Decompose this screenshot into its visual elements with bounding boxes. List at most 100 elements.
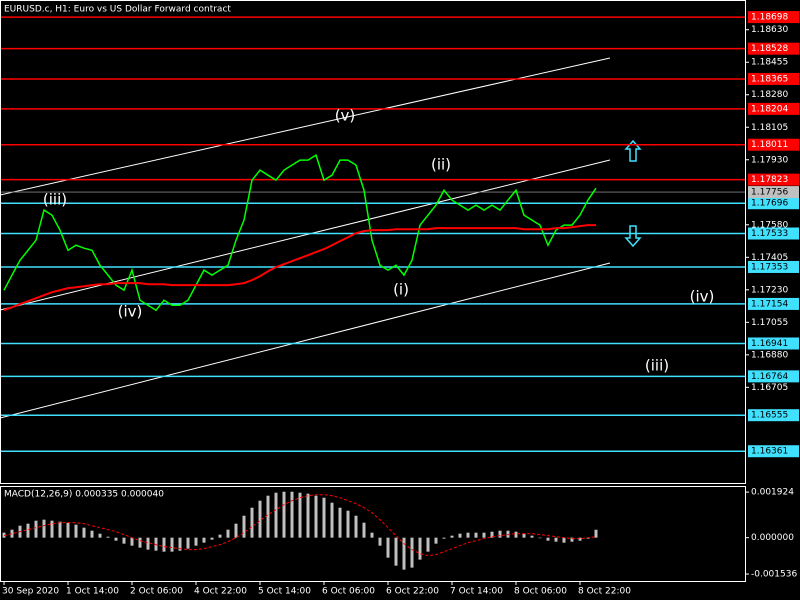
level-label: 1.17696 [751,199,788,209]
y-tick-label: 1.17230 [751,285,788,295]
wave-label: (iii) [645,357,669,375]
histogram-bar [210,537,214,540]
y-tick-label: 1.18105 [751,123,788,133]
plot-layer: 1.18630 1.18455 1.18280 1.18105 1.17930 1.175… [1,11,799,597]
histogram-bar [450,535,454,538]
level-label: 1.16764 [751,372,788,382]
y-tick-label: 1.18630 [751,25,788,35]
histogram-bar [594,529,598,538]
histogram-bar [530,535,534,538]
level-label: 1.16555 [751,411,788,421]
histogram-bar [138,537,142,548]
x-tick-label: 7 Oct 14:00 [450,587,503,597]
level-label-box [748,138,799,151]
histogram-bar [98,533,102,538]
histogram-bar [26,523,30,538]
level-label-box [748,102,799,115]
level-label-box [748,260,799,273]
histogram-bar [298,492,302,538]
x-tick-label: 8 Oct 06:00 [514,587,567,597]
histogram-bar [570,537,574,542]
level-label: 1.17353 [751,262,788,272]
histogram-bar [226,529,230,538]
x-tick-label: 4 Oct 22:00 [194,587,247,597]
x-tick-label: 1 Oct 14:00 [66,587,119,597]
histogram-bar [314,495,318,538]
level-label-box [748,11,799,24]
histogram-bar [426,537,430,552]
last-price-label: 1.17756 [751,188,788,198]
level-label: 1.18698 [751,13,788,23]
x-tick-label: 30 Sep 2020 [2,587,59,597]
down-arrow [624,225,642,248]
histogram-bar [410,537,414,568]
x-tick-label: 2 Oct 06:00 [130,587,183,597]
x-tick-label: 6 Oct 06:00 [322,587,375,597]
level-label-box [748,42,799,55]
histogram-bar [514,531,518,538]
histogram-bar [290,491,294,538]
histogram-bar [170,537,174,552]
chart-title: EURUSD.c, H1: Euro vs US Dollar Forward … [4,5,231,15]
last-price-box [748,186,799,199]
histogram-bar [482,532,486,538]
histogram-bar [346,510,350,538]
histogram-bar [546,537,550,541]
histogram-bar [10,529,14,538]
price-line [3,153,597,312]
level-label: 1.16361 [751,447,788,457]
histogram-bar [370,532,374,538]
histogram-bar [194,537,198,546]
x-tick-label: 5 Oct 14:00 [258,587,311,597]
histogram-bar [362,522,366,538]
level-label-box [748,197,799,210]
y-tick-label: -0.001536 [751,570,797,580]
y-tick-label: 1.17055 [751,318,788,328]
histogram-bar [490,531,494,538]
histogram-bar [538,537,542,539]
histogram-bar [458,533,462,538]
histogram-bar [50,520,54,538]
level-label-box [748,337,799,350]
y-tick-label: 1.16705 [751,383,788,393]
histogram-bar [242,515,246,538]
y-tick-label: 0.001924 [751,488,794,498]
y-tick-label: 1.18280 [751,90,788,100]
wave-label: (iii) [43,191,67,209]
channel-line [0,262,611,419]
histogram-bar [498,530,502,538]
histogram-bar [522,533,526,538]
histogram-bar [90,530,94,538]
histogram-bar [74,524,78,538]
histogram-bar [218,534,222,538]
histogram-bar [58,521,62,538]
histogram-bar [330,502,334,538]
histogram-bar [202,537,206,543]
histogram-bar [146,537,150,550]
channel-line [0,57,611,196]
histogram-bar [130,537,134,546]
histogram-bar [466,532,470,538]
main-frame [0,0,746,484]
histogram-bar [562,537,566,543]
wave-label: (i) [393,281,409,299]
y-tick-label: 1.16880 [751,350,788,360]
histogram-bar [386,537,390,558]
y-tick-label: 1.17930 [751,155,788,165]
level-label: 1.18528 [751,44,788,54]
histogram-bar [178,537,182,551]
level-label: 1.17154 [751,299,788,309]
histogram-bar [82,527,86,538]
histogram-bar [378,537,382,546]
histogram-bar [474,532,478,538]
level-label-box [748,173,799,186]
histogram-bar [338,507,342,538]
histogram-bar [354,515,358,538]
histogram-bar [114,537,118,541]
level-label-box [748,409,799,422]
histogram-bar [306,493,310,538]
level-label: 1.18204 [751,104,788,114]
histogram-bar [274,492,278,538]
